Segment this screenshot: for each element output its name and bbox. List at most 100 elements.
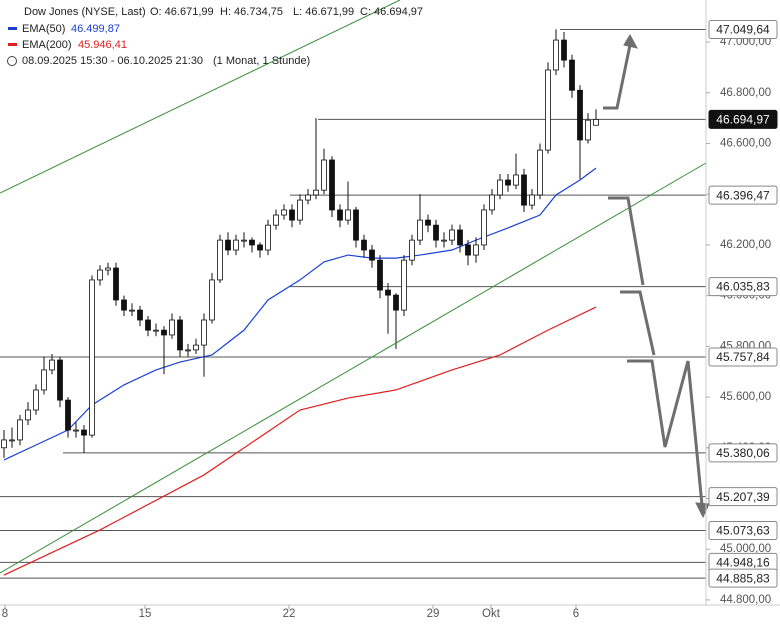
- trend-line: [0, 0, 401, 194]
- candle-body: [449, 229, 455, 241]
- candle-body: [89, 279, 95, 436]
- level-label-box: [708, 109, 778, 129]
- level-label: 44.885,83: [716, 571, 770, 585]
- x-tick-label: Okt: [482, 608, 501, 620]
- candle-body: [305, 194, 311, 201]
- arrow-head: [623, 33, 638, 49]
- level-label-box: [708, 347, 778, 367]
- candle-body: [561, 39, 567, 61]
- candle-body: [49, 359, 55, 371]
- candle-body: [513, 174, 519, 186]
- arrow-head: [695, 502, 710, 519]
- legend-value: 46.499,87: [71, 23, 120, 35]
- candle-body: [169, 319, 175, 336]
- candle-body: [1, 439, 7, 449]
- legend: Dow Jones (NYSE, Last) O: 46.671,99 H: 4…: [7, 6, 423, 67]
- candle-body: [33, 389, 39, 411]
- candle-body: [529, 194, 535, 206]
- candle-body: [473, 244, 479, 256]
- candle-body: [401, 259, 407, 311]
- level-label-box: [708, 277, 778, 297]
- candle-body: [521, 174, 527, 206]
- candle-body: [337, 209, 343, 221]
- candle-body: [313, 189, 319, 196]
- candle-body: [409, 239, 415, 261]
- candle-body: [361, 239, 367, 251]
- candle-body: [65, 399, 71, 431]
- candle-body: [161, 329, 167, 336]
- level-label: 46.396,47: [716, 188, 770, 202]
- candle-body: [41, 369, 47, 391]
- plot-area: [0, 29, 706, 579]
- level-label: 44.948,16: [716, 556, 770, 570]
- clock-icon: [7, 56, 17, 66]
- arrow-path: [627, 359, 704, 506]
- candle-body: [281, 209, 287, 216]
- candle-body: [537, 149, 543, 196]
- level-label-box: [708, 185, 778, 205]
- trend-line: [0, 162, 707, 574]
- legend-name: EMA(50): [22, 23, 65, 35]
- candle-body: [113, 267, 119, 301]
- candle-body: [297, 199, 303, 221]
- y-tick-label: 47.000,00: [720, 36, 771, 48]
- level-label: 47.049,64: [716, 23, 770, 37]
- arrow-path: [608, 196, 645, 286]
- ema200-line: [3, 306, 597, 576]
- candle-body: [81, 429, 87, 436]
- candle-body: [57, 359, 63, 401]
- candle-body: [369, 249, 375, 261]
- candle-body: [377, 259, 383, 291]
- candle-body: [185, 349, 191, 352]
- candle-body: [249, 239, 255, 246]
- x-tick-label: 29: [427, 608, 440, 620]
- x-tick-label: 15: [139, 608, 152, 620]
- candle-body: [321, 159, 327, 191]
- candle-body: [569, 59, 575, 91]
- level-label-box: [708, 443, 778, 463]
- y-tick-label: 46.800,00: [720, 87, 771, 99]
- level-label: 45.207,39: [716, 490, 770, 504]
- x-tick-label: 8: [2, 608, 8, 620]
- ohlc-high: H: 46.734,75: [220, 6, 283, 18]
- candle-body: [177, 319, 183, 351]
- level-label: 45.757,84: [716, 350, 770, 364]
- candle-body: [577, 89, 583, 141]
- level-label-box: [708, 487, 778, 507]
- candle-body: [433, 224, 439, 241]
- level-label-box: [708, 568, 778, 588]
- ohlc-close: C: 46.694,97: [360, 6, 423, 18]
- ema50-line: [3, 167, 597, 461]
- candle-body: [289, 209, 295, 221]
- y-tick-label: 46.200,00: [720, 239, 771, 251]
- legend-name: EMA(200): [22, 39, 72, 51]
- level-label: 46.694,97: [716, 113, 770, 127]
- candle-body: [9, 439, 15, 442]
- candle-body: [257, 244, 263, 251]
- candle-body: [441, 239, 447, 242]
- level-label-box: [708, 20, 778, 40]
- level-label: 45.380,06: [716, 446, 770, 460]
- candle-body: [201, 319, 207, 346]
- candle-body: [17, 419, 23, 441]
- candle-body: [481, 209, 487, 246]
- candle-body: [145, 319, 151, 331]
- candle-body: [273, 214, 279, 226]
- candle-body: [393, 294, 399, 311]
- arrow-up: [603, 44, 632, 110]
- interval: (1 Monat, 1 Stunde): [213, 55, 310, 67]
- candle-body: [217, 239, 223, 281]
- candle-body: [457, 229, 463, 246]
- candle-body: [129, 309, 135, 312]
- candle-body: [209, 279, 215, 321]
- candle-body: [345, 209, 351, 221]
- candle-body: [489, 194, 495, 211]
- candle-body: [553, 39, 559, 71]
- y-tick-label: 45.000,00: [720, 543, 771, 555]
- level-label: 45.073,63: [716, 524, 770, 538]
- candle-body: [417, 219, 423, 241]
- ohlc-low: L: 46.671,99: [293, 6, 354, 18]
- candle-body: [465, 244, 471, 256]
- y-tick-label: 46.600,00: [720, 138, 771, 150]
